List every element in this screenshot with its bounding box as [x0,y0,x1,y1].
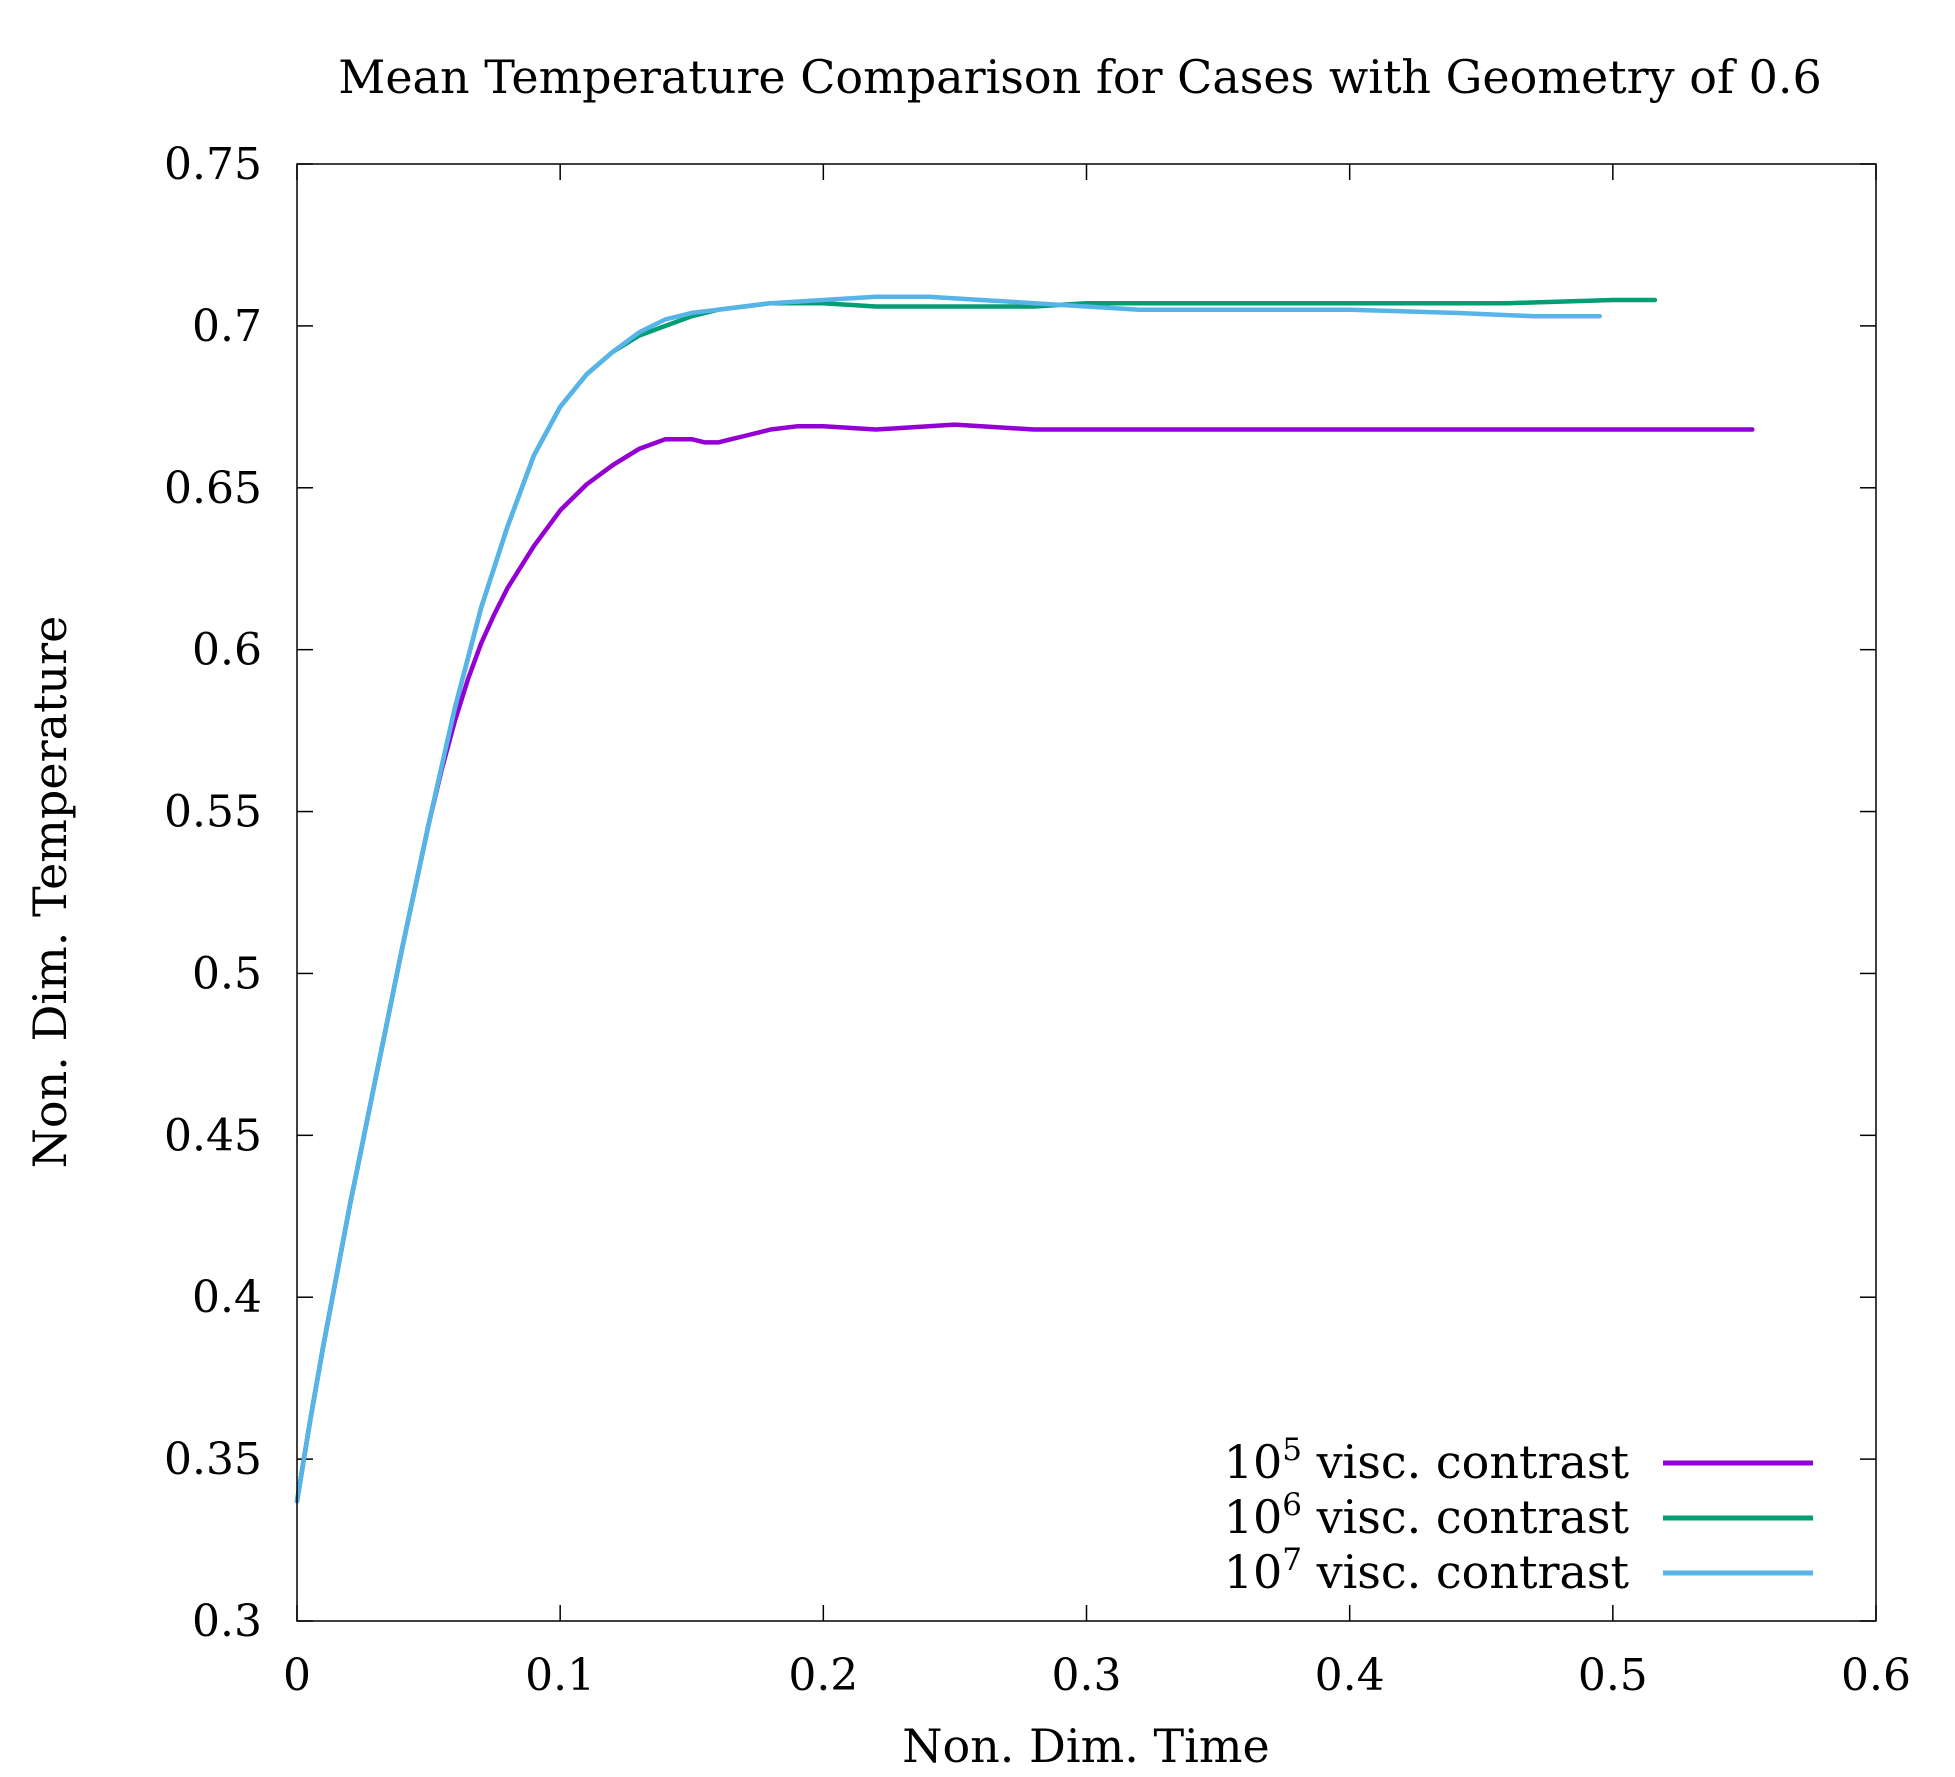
legend-exponent: 6 [1282,1487,1302,1523]
y-tick-label: 0.4 [192,1272,262,1323]
x-axis-label: Non. Dim. Time [902,1719,1270,1773]
plot-frame [296,163,1877,1622]
y-tick-label: 0.65 [164,463,262,514]
x-tick-label: 0.1 [525,1650,595,1701]
y-tick-label: 0.3 [192,1596,262,1647]
legend-text: visc. contrast [1302,1545,1630,1599]
legend-base: 10 [1224,1435,1283,1489]
y-tick-label: 0.45 [164,1110,262,1161]
x-tick-label: 0 [283,1650,311,1701]
legend-label-3: 107 visc. contrast [1224,1542,1630,1599]
y-tick-label: 0.35 [164,1434,262,1485]
y-tick-label: 0.75 [164,139,262,190]
chart-title: Mean Temperature Comparison for Cases wi… [338,50,1822,104]
y-axis-label: Non. Dim. Temperature [23,616,77,1169]
series-group [294,294,1755,1504]
x-tick-label: 0.6 [1841,1650,1911,1701]
legend-text: visc. contrast [1302,1490,1630,1544]
legend-label-2: 106 visc. contrast [1224,1487,1630,1544]
y-tick-label: 0.6 [192,625,262,676]
legend-base: 10 [1224,1545,1283,1599]
x-tick-label: 0.4 [1315,1650,1385,1701]
legend-base: 10 [1224,1490,1283,1544]
legend-exponent: 5 [1282,1432,1302,1468]
y-tick-label: 0.55 [164,787,262,838]
series-line-3 [294,294,1602,1504]
y-tick-label: 0.7 [192,301,262,352]
legend-text: visc. contrast [1302,1435,1630,1489]
x-tick-label: 0.2 [788,1650,858,1701]
legend-label-1: 105 visc. contrast [1224,1432,1630,1489]
x-tick-label: 0.5 [1578,1650,1648,1701]
tick-labels: 0 0.1 0.2 0.3 0.4 0.5 0.6 0.3 0.35 0.4 0.45 0.5 0.55… [164,139,1911,1701]
legend-exponent: 7 [1282,1542,1302,1578]
y-tick-label: 0.5 [192,948,262,999]
x-tick-label: 0.3 [1052,1650,1122,1701]
